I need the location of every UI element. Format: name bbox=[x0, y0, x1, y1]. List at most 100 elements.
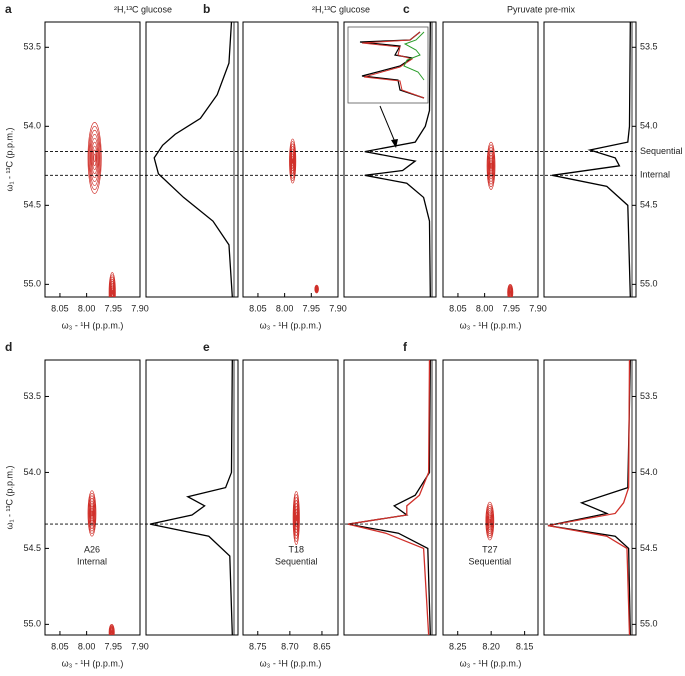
y-tick-label: 53.5 bbox=[23, 42, 41, 52]
annotation: T27 bbox=[482, 544, 498, 554]
traces bbox=[347, 360, 431, 635]
y-tick-label: 53.5 bbox=[640, 391, 658, 401]
panel-label: b bbox=[203, 2, 210, 16]
y-tick-label: 54.5 bbox=[640, 200, 658, 210]
contour bbox=[89, 129, 101, 186]
x-tick-label: 8.05 bbox=[51, 303, 69, 313]
contour bbox=[108, 272, 116, 297]
contour bbox=[111, 287, 114, 297]
trace bbox=[347, 360, 431, 635]
x-tick-label: 7.95 bbox=[503, 303, 521, 313]
contour bbox=[291, 155, 294, 167]
x-tick-label: 8.00 bbox=[78, 641, 96, 651]
arrow-head bbox=[391, 139, 398, 148]
x-tick-label: 8.05 bbox=[249, 303, 267, 313]
x-tick-label: 8.15 bbox=[516, 641, 534, 651]
contours bbox=[289, 138, 319, 294]
trace bbox=[552, 22, 631, 297]
y-tick-label: 54.0 bbox=[23, 467, 41, 477]
traces bbox=[547, 360, 631, 635]
contour bbox=[488, 152, 494, 180]
x-tick-label: 8.75 bbox=[249, 641, 267, 651]
x-tick-label: 8.25 bbox=[449, 641, 467, 651]
x-axis-label: ω₃ - ¹H (p.p.m.) bbox=[62, 658, 124, 668]
y-tick-label: 54.5 bbox=[640, 543, 658, 553]
contour bbox=[289, 143, 296, 179]
contour bbox=[485, 503, 494, 539]
trace-box bbox=[343, 359, 437, 636]
contour bbox=[509, 291, 511, 294]
contour bbox=[290, 148, 295, 174]
panel-title: ²H,¹³C glucose bbox=[114, 4, 172, 14]
x-axis-label: ω₃ - ¹H (p.p.m.) bbox=[460, 658, 522, 668]
contour bbox=[111, 289, 113, 295]
y-axis-label: ω₁ - ¹³C (p.p.m.) bbox=[4, 127, 14, 191]
annotation: A26 bbox=[84, 544, 100, 554]
trace bbox=[153, 22, 233, 297]
panel-label: d bbox=[5, 340, 12, 354]
x-tick-label: 7.95 bbox=[303, 303, 321, 313]
contour bbox=[88, 495, 96, 532]
traces bbox=[364, 22, 431, 297]
contour bbox=[293, 499, 299, 537]
trace bbox=[547, 360, 631, 635]
x-tick-label: 8.65 bbox=[313, 641, 331, 651]
plot-box bbox=[242, 21, 339, 298]
contour bbox=[487, 510, 493, 532]
plot-box bbox=[44, 359, 141, 636]
traces bbox=[552, 22, 631, 297]
contour bbox=[92, 145, 98, 171]
y-tick-label: 54.5 bbox=[23, 543, 41, 553]
contour bbox=[294, 508, 298, 528]
annotation: Sequential bbox=[275, 556, 318, 566]
arrow bbox=[379, 105, 396, 143]
plot-box bbox=[44, 21, 141, 298]
inset-box bbox=[347, 26, 429, 104]
x-tick-label: 8.00 bbox=[476, 303, 494, 313]
y-tick-label: 55.0 bbox=[23, 619, 41, 629]
contour bbox=[109, 278, 115, 297]
panel-label: f bbox=[403, 340, 408, 354]
y-tick-label: 54.0 bbox=[640, 467, 658, 477]
contour bbox=[486, 508, 493, 535]
contour bbox=[87, 490, 97, 537]
contour bbox=[290, 145, 296, 177]
contour bbox=[295, 514, 297, 522]
contour bbox=[488, 154, 494, 177]
trace bbox=[547, 360, 631, 635]
contour bbox=[88, 497, 95, 529]
y-axis-label: ω₁ - ¹³C (p.p.m.) bbox=[4, 465, 14, 529]
contours bbox=[87, 490, 115, 635]
contour bbox=[89, 500, 95, 527]
contour bbox=[90, 137, 99, 179]
y-tick-label: 55.0 bbox=[640, 279, 658, 289]
contour bbox=[91, 141, 98, 175]
annotation: T18 bbox=[289, 544, 305, 554]
x-tick-label: 8.05 bbox=[51, 641, 69, 651]
inset-trace bbox=[361, 31, 425, 99]
contour bbox=[93, 153, 96, 163]
y-tick-label: 55.0 bbox=[640, 619, 658, 629]
x-axis-label: ω₃ - ¹H (p.p.m.) bbox=[260, 658, 322, 668]
contours bbox=[292, 491, 300, 545]
contour bbox=[88, 492, 96, 535]
y-tick-label: 54.0 bbox=[640, 121, 658, 131]
contour bbox=[91, 510, 93, 517]
guide-label: Sequential bbox=[640, 146, 683, 156]
panel-label: c bbox=[403, 2, 410, 16]
contour bbox=[485, 501, 495, 541]
contour bbox=[90, 508, 94, 519]
contour bbox=[487, 147, 495, 185]
contour bbox=[293, 496, 300, 540]
x-tick-label: 8.05 bbox=[449, 303, 467, 313]
contours bbox=[486, 141, 514, 297]
contour bbox=[489, 160, 493, 172]
traces bbox=[149, 360, 233, 635]
guide-label: Internal bbox=[640, 170, 670, 180]
y-tick-label: 54.5 bbox=[23, 200, 41, 210]
contour bbox=[487, 144, 495, 188]
inset bbox=[347, 26, 429, 148]
plot-box bbox=[242, 359, 339, 636]
x-axis-label: ω₃ - ¹H (p.p.m.) bbox=[62, 320, 124, 330]
contour bbox=[87, 122, 102, 194]
